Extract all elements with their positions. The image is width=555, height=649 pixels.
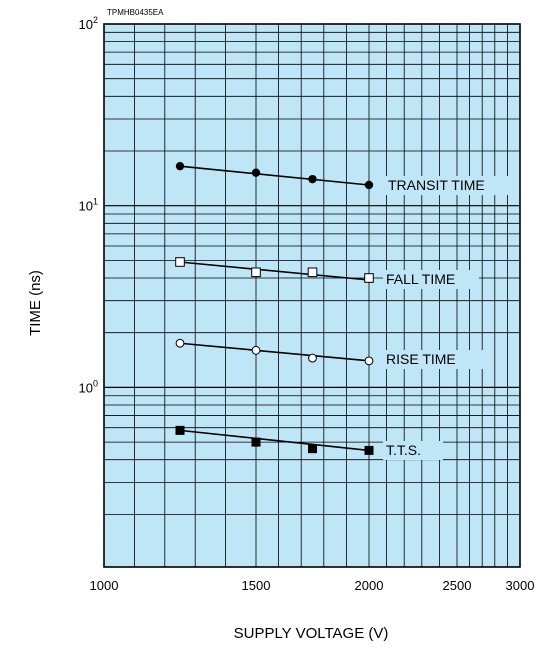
plot-background [104, 24, 520, 567]
data-point [175, 161, 185, 171]
data-point [251, 168, 261, 177]
series-1: FALL TIME [175, 257, 479, 289]
series-label: TRANSIT TIME [388, 177, 485, 193]
series-label-background [383, 441, 443, 460]
series-fit-line [179, 261, 370, 281]
series-label-background [383, 270, 479, 289]
series-fit-line [179, 165, 370, 186]
data-point [175, 338, 185, 348]
data-point [308, 353, 317, 363]
data-point [364, 445, 374, 455]
y-tick-labels: 102 101 100 [79, 15, 98, 395]
x-axis-title: SUPPLY VOLTAGE (V) [234, 625, 389, 642]
grid-lines [104, 24, 520, 567]
plot-frame [103, 23, 521, 568]
y-axis-title: TIME (ns) [27, 270, 44, 336]
data-point [251, 437, 261, 447]
series-label-background [383, 350, 491, 369]
series-3: T.T.S. [175, 425, 443, 460]
figure-code-label: TPMHB0435EA [107, 8, 164, 17]
x-tick-label: 1000 [90, 578, 119, 593]
data-point [364, 273, 374, 283]
x-tick-label: 3000 [506, 578, 535, 593]
series-label: FALL TIME [386, 271, 455, 287]
data-point [175, 257, 185, 267]
x-tick-label: 1500 [242, 578, 271, 593]
y-tick-label: 100 [79, 378, 98, 395]
data-point [175, 425, 185, 435]
x-tick-label: 2000 [355, 578, 384, 593]
data-point [308, 444, 317, 454]
data-point [251, 267, 261, 278]
series-2: RISE TIME [175, 338, 491, 369]
series-group: TRANSIT TIME FALL TIME RISE TIME T.T.S. [175, 161, 513, 460]
y-tick-label: 101 [79, 197, 98, 214]
series-label-background [385, 176, 513, 195]
data-point [364, 356, 374, 366]
series-0: TRANSIT TIME [175, 161, 513, 195]
x-tick-labels: 1000 1500 2000 2500 3000 [90, 578, 535, 593]
data-point [364, 180, 374, 190]
data-point [307, 267, 318, 278]
series-label: T.T.S. [386, 442, 421, 458]
y-tick-label: 102 [79, 15, 98, 32]
series-label: RISE TIME [386, 351, 456, 367]
x-tick-label: 2500 [443, 578, 472, 593]
data-point [251, 345, 261, 355]
series-fit-line [179, 429, 370, 452]
series-fit-line [179, 342, 370, 362]
data-point [308, 174, 317, 184]
